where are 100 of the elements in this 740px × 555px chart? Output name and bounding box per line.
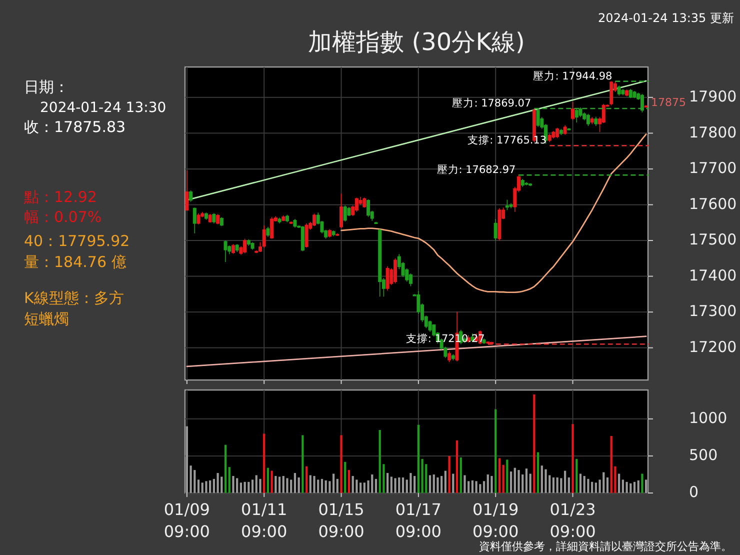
y-tick-label: 17200 [689, 338, 737, 356]
candlestick [231, 244, 235, 254]
candlestick [448, 350, 452, 363]
candlestick [556, 127, 560, 139]
candlestick [282, 215, 286, 222]
bar [502, 464, 504, 493]
candlestick [235, 244, 239, 252]
candlestick [343, 205, 347, 222]
y-tick-label: 17900 [689, 88, 737, 106]
candlestick [328, 228, 332, 238]
candlestick [628, 88, 632, 99]
candlestick [498, 208, 502, 241]
x-tick-label: 01/19 09:00 [472, 500, 519, 541]
candlestick [505, 199, 509, 210]
candlestick [212, 212, 216, 224]
bar [506, 460, 508, 493]
candlestick [571, 102, 575, 121]
candlestick [293, 218, 297, 228]
text: 日期： [24, 78, 69, 96]
candlestick [640, 93, 644, 113]
bar [460, 457, 462, 493]
candlestick [524, 182, 528, 186]
text: 2024-01-24 13:35 更新 [598, 11, 734, 25]
candlestick [590, 116, 594, 125]
text: 短蠟燭 [24, 310, 69, 328]
candlestick [644, 104, 648, 108]
candlestick [285, 214, 289, 223]
ref-line-label: 壓力: 17944.98 [533, 69, 612, 82]
y-tick-label: 17400 [689, 266, 737, 284]
candlestick [563, 124, 567, 136]
bar [270, 470, 273, 493]
candlestick [185, 170, 189, 211]
candlestick [336, 232, 340, 236]
candlestick [312, 213, 316, 227]
x-tick-label: 01/15 09:00 [318, 500, 364, 541]
candlestick [610, 80, 614, 106]
bar [228, 467, 230, 493]
bar [456, 440, 458, 493]
candlestick [594, 116, 598, 126]
y-tick-label: 1000 [689, 408, 728, 428]
candlestick [482, 338, 486, 344]
bar [302, 435, 304, 493]
ref-line-label: 壓力: 17869.07 [452, 96, 532, 110]
candlestick [224, 240, 228, 262]
bar [494, 409, 497, 493]
candlestick [332, 230, 336, 237]
text: 2024-01-24 13:30 [40, 100, 166, 116]
x-tick-label: 01/11 09:00 [241, 500, 288, 541]
candlestick [300, 226, 304, 252]
candlestick [262, 225, 266, 248]
bar [572, 424, 574, 493]
candlestick [567, 128, 571, 131]
bar [305, 466, 308, 493]
x-tick-label: 01/23 09:00 [550, 500, 596, 541]
candlestick [528, 182, 532, 187]
candlestick [394, 258, 398, 284]
candlestick [378, 228, 382, 298]
candlestick [621, 88, 625, 96]
x-tick-label: 01/09 09:00 [164, 500, 210, 541]
candlestick [509, 202, 513, 209]
candlestick [586, 113, 590, 126]
bar [533, 394, 536, 493]
candlestick [289, 221, 293, 224]
bar [263, 434, 266, 493]
line-series [340, 134, 647, 294]
bar [641, 474, 644, 493]
candlestick [246, 239, 250, 246]
bar [576, 458, 578, 493]
text: 資料僅供參考，詳細資料請以臺灣證交所公告為準。 [479, 540, 732, 553]
candlestick [208, 214, 212, 224]
bar [224, 444, 227, 493]
candlestick [204, 212, 208, 220]
candlestick [486, 340, 490, 344]
bar [498, 458, 501, 493]
candlestick [354, 197, 358, 212]
candlestick [451, 354, 455, 361]
candlestick [374, 221, 378, 224]
bar [348, 470, 350, 493]
bar [378, 430, 381, 493]
candlestick [494, 218, 498, 241]
text: 點：12.92 [23, 188, 97, 206]
bar [344, 462, 346, 493]
bar [536, 452, 540, 493]
y-tick-label: 17700 [689, 159, 737, 178]
bar [340, 435, 342, 493]
candlestick [552, 130, 556, 139]
candlestick [548, 133, 552, 143]
candlestick [617, 85, 621, 96]
ref-line-label: 支撐: 17210.27 [406, 332, 485, 346]
candlestick [270, 216, 274, 240]
y-tick-label: 17300 [689, 302, 737, 320]
bar [417, 424, 420, 493]
bar [448, 456, 450, 493]
candlestick [192, 207, 196, 234]
bar [266, 468, 270, 493]
text: 量：184.76 億 [24, 253, 126, 271]
candlestick [196, 212, 200, 225]
text: 40：17795.92 [24, 232, 130, 250]
y-tick-label: 17600 [689, 194, 737, 213]
candlestick [243, 238, 247, 254]
